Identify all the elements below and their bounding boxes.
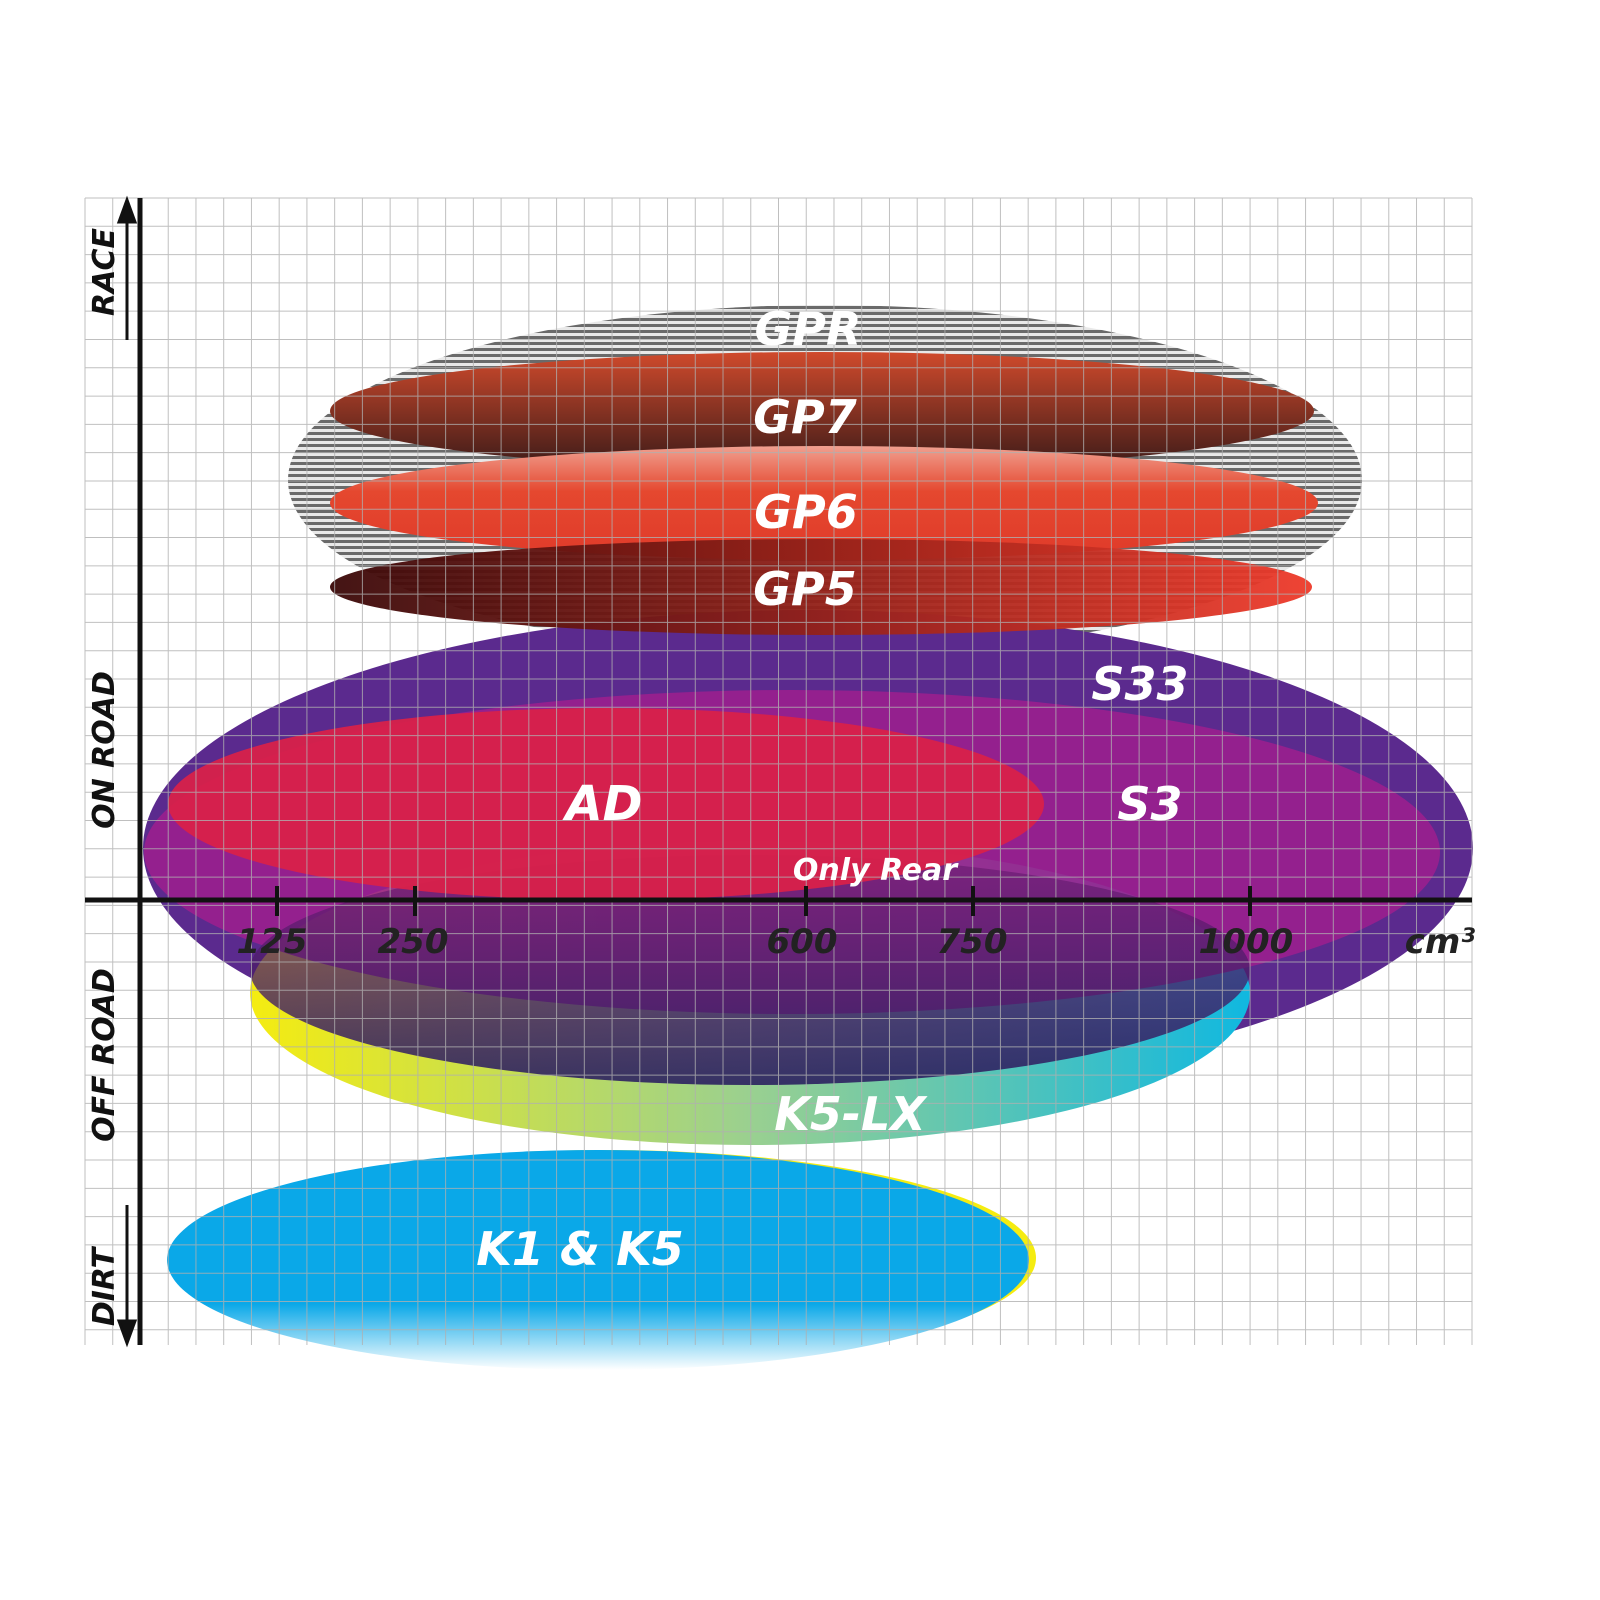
range-ad [168, 708, 1044, 900]
x-axis-unit: cm³ [1405, 922, 1476, 962]
dirt-arrow-icon [116, 1205, 138, 1348]
tick-label: 125 [237, 922, 308, 962]
label-race: RACE [87, 228, 122, 316]
x-axis-ticks [275, 886, 1252, 916]
label-s33: S33 [1091, 657, 1188, 711]
range-gp6 [330, 446, 1318, 560]
race-arrow-icon [116, 195, 138, 340]
range-gp7 [330, 352, 1314, 470]
y-axis-labels: RACE ON ROAD OFF ROAD DIRT [87, 195, 138, 1348]
x-tick-labels: 125 250 600 750 1000 cm³ [237, 922, 1476, 962]
product-labels: GPR GP7 GP6 GP5 S33 S3 AD Only Rear K5-L… [476, 302, 1188, 1276]
tick-label: 250 [378, 922, 449, 962]
tick-label: 1000 [1199, 922, 1294, 962]
tick-label: 750 [937, 922, 1008, 962]
label-ad: AD [562, 776, 643, 832]
label-gp7: GP7 [753, 390, 856, 444]
tick-label: 600 [767, 922, 838, 962]
axes [85, 198, 1472, 1345]
label-s3: S3 [1117, 777, 1182, 831]
label-k1-k5: K1 & K5 [476, 1222, 683, 1276]
label-gpr: GPR [755, 302, 862, 356]
label-on-road: ON ROAD [87, 671, 122, 829]
label-k5-lx: K5-LX [774, 1087, 928, 1141]
label-gp6: GP6 [754, 485, 857, 539]
label-off-road: OFF ROAD [87, 968, 122, 1142]
label-dirt: DIRT [87, 1245, 122, 1326]
label-only-rear: Only Rear [793, 853, 959, 888]
range-k1-k5 [167, 1150, 1029, 1370]
label-gp5: GP5 [753, 562, 856, 616]
grid-lines [84, 197, 1473, 1345]
range-gp5 [330, 539, 1312, 635]
